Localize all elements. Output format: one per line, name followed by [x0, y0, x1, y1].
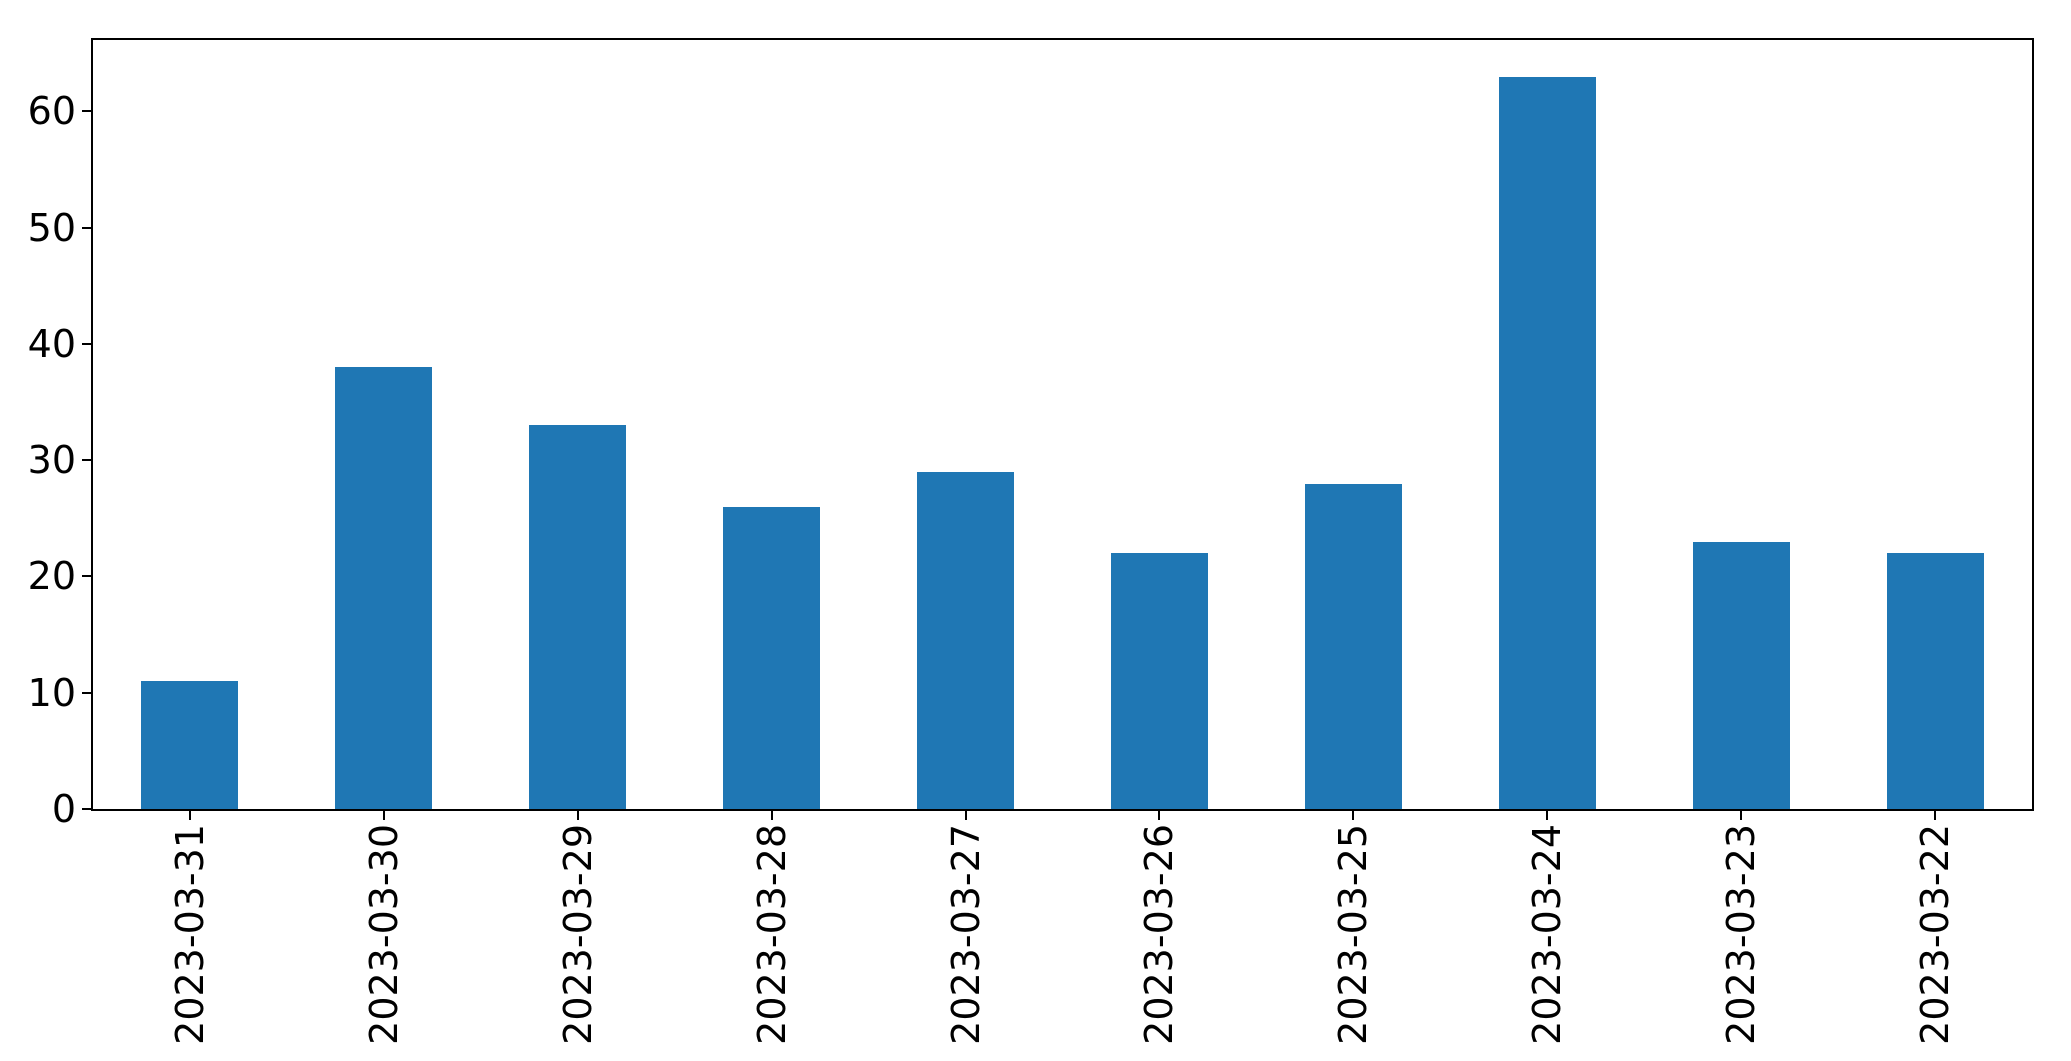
- plot-area: [91, 38, 2034, 811]
- y-tick-label: 20: [27, 554, 76, 599]
- x-tick-label: 2023-03-22: [1913, 824, 1958, 1045]
- bar: [335, 367, 433, 809]
- y-tick-mark: [82, 226, 91, 229]
- bar: [1692, 541, 1790, 809]
- y-tick-label: 30: [27, 438, 76, 483]
- x-tick-mark: [1158, 811, 1161, 820]
- x-tick-mark: [188, 811, 191, 820]
- x-tick-mark: [1352, 811, 1355, 820]
- x-tick-mark: [964, 811, 967, 820]
- y-tick-label: 10: [27, 670, 76, 715]
- bar: [1110, 553, 1208, 809]
- x-tick-label: 2023-03-30: [361, 824, 406, 1045]
- y-tick-mark: [82, 110, 91, 113]
- bar: [723, 506, 821, 809]
- x-tick-label: 2023-03-28: [749, 824, 794, 1045]
- x-tick-label: 2023-03-31: [167, 824, 212, 1045]
- x-tick-label: 2023-03-23: [1719, 824, 1764, 1045]
- bar: [141, 681, 239, 809]
- y-tick-mark: [82, 459, 91, 462]
- y-tick-label: 60: [27, 89, 76, 134]
- x-tick-label: 2023-03-24: [1525, 824, 1570, 1045]
- y-tick-mark: [82, 808, 91, 810]
- x-tick-mark: [770, 811, 773, 820]
- y-tick-label: 0: [51, 787, 76, 831]
- x-tick-label: 2023-03-25: [1331, 824, 1376, 1045]
- bar: [1886, 553, 1984, 809]
- x-tick-label: 2023-03-29: [555, 824, 600, 1045]
- x-tick-mark: [1546, 811, 1549, 820]
- y-tick-label: 40: [27, 321, 76, 366]
- x-tick-mark: [382, 811, 385, 820]
- x-tick-mark: [576, 811, 579, 820]
- y-tick-label: 50: [27, 205, 76, 250]
- bar: [917, 471, 1015, 809]
- x-tick-label: 2023-03-26: [1137, 824, 1182, 1045]
- y-tick-mark: [82, 342, 91, 345]
- y-tick-mark: [82, 691, 91, 694]
- x-tick-mark: [1740, 811, 1743, 820]
- x-tick-mark: [1934, 811, 1937, 820]
- bar: [1304, 483, 1402, 809]
- y-tick-mark: [82, 575, 91, 578]
- x-tick-label: 2023-03-27: [943, 824, 988, 1045]
- bar: [529, 425, 627, 809]
- bar: [1498, 76, 1596, 809]
